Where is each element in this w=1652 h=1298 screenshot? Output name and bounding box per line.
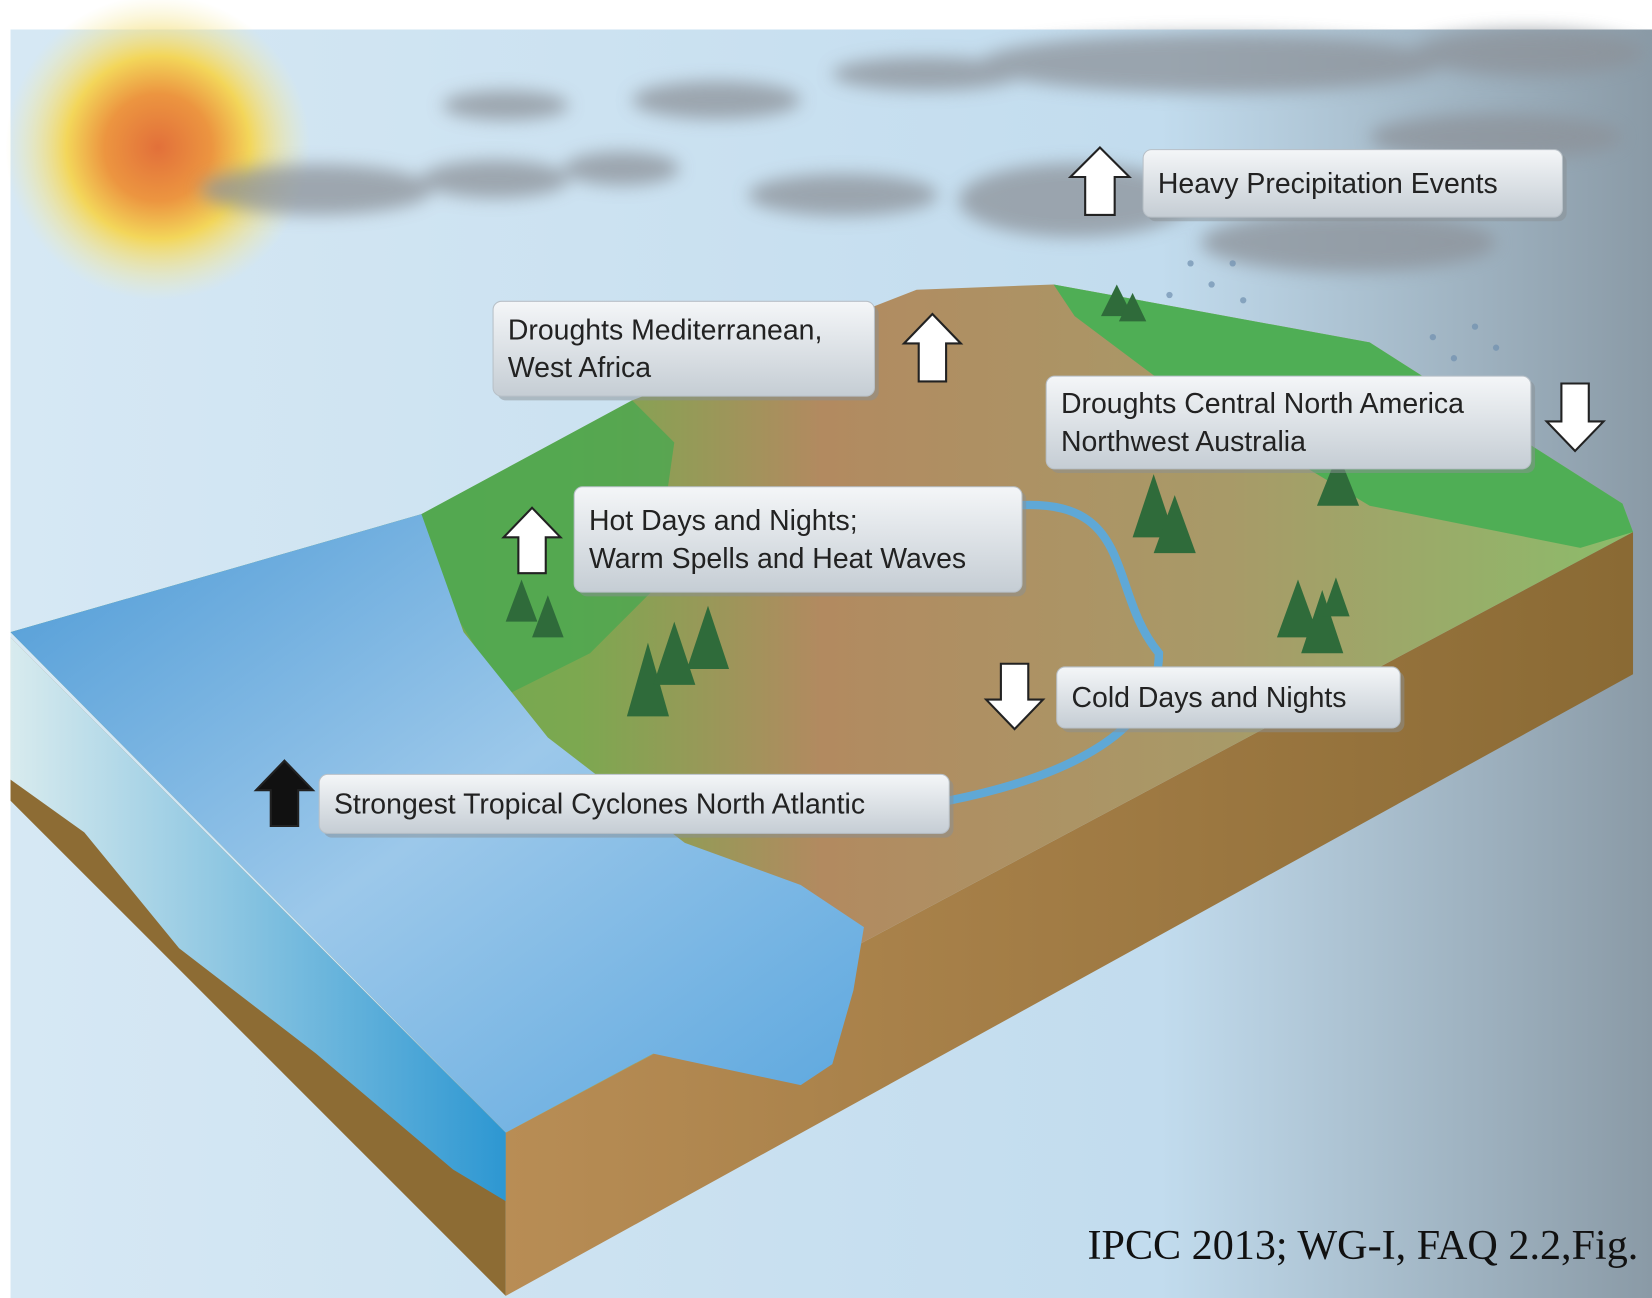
- label-text: Droughts Central North America: [1061, 388, 1464, 420]
- label-callout: Cold Days and Nights: [1056, 666, 1405, 733]
- label-text: Northwest Australia: [1061, 426, 1306, 458]
- label-box: [1045, 375, 1532, 470]
- label-callout: Hot Days and Nights; Warm Spells and Heat…: [573, 486, 1027, 597]
- source-citation: IPCC 2013; WG-I, FAQ 2.2,Fig.: [1088, 1222, 1639, 1269]
- label-text: Droughts Mediterranean,: [508, 314, 823, 346]
- label-text: Heavy Precipitation Events: [1158, 168, 1498, 200]
- label-box: [492, 300, 875, 397]
- label-callout: Heavy Precipitation Events: [1142, 149, 1567, 222]
- label-callout: Strongest Tropical Cyclones North Atlant…: [318, 773, 954, 838]
- label-text: Warm Spells and Heat Waves: [589, 543, 966, 575]
- label-callout: Droughts Central North America Northwest …: [1045, 375, 1536, 474]
- label-box: [1056, 666, 1401, 729]
- label-box: [318, 773, 950, 834]
- label-text: Cold Days and Nights: [1071, 682, 1346, 714]
- label-callout: Droughts Mediterranean, West Africa: [492, 300, 879, 401]
- label-box: [1142, 149, 1563, 218]
- label-text: Strongest Tropical Cyclones North Atlant…: [334, 788, 865, 820]
- label-box: [573, 486, 1023, 593]
- label-text: Hot Days and Nights;: [589, 505, 858, 537]
- labels: Heavy Precipitation Events Droughts Medit…: [318, 149, 1567, 838]
- label-text: West Africa: [508, 352, 651, 384]
